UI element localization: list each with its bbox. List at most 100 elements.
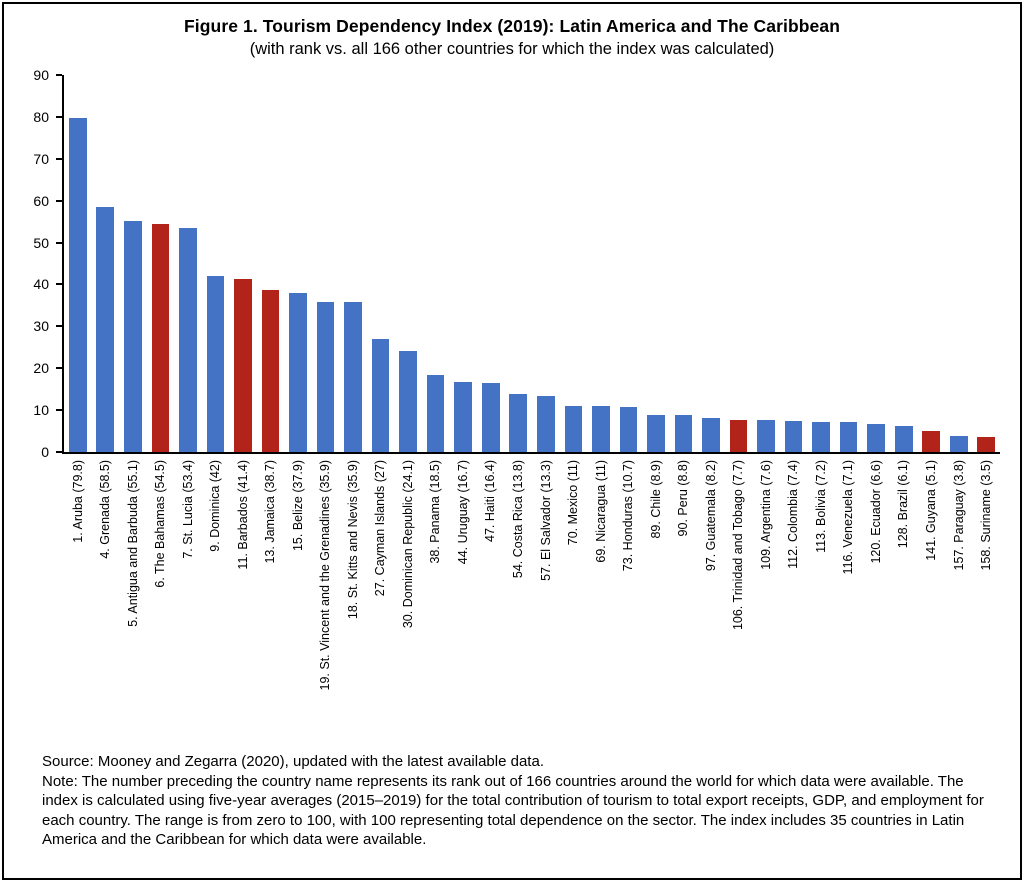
bar-column [752, 75, 780, 452]
y-tick-mark [56, 199, 62, 202]
bar-column [973, 75, 1001, 452]
bar [839, 422, 858, 452]
bar-column [807, 75, 835, 452]
bar-highlighted [234, 278, 252, 452]
x-axis-label: 15. Belize (37.9) [290, 460, 305, 552]
x-axis-label: 157. Paraguay (3.8) [951, 460, 966, 571]
bar-column [422, 75, 450, 452]
y-tick-label: 60 [33, 192, 49, 209]
bar-column [835, 75, 863, 452]
bar-column [780, 75, 808, 452]
x-axis-label: 106. Trinidad and Tobago (7.7) [731, 460, 746, 631]
y-tick-mark [56, 241, 62, 244]
x-axis-label: 141. Guyana (5.1) [923, 460, 938, 561]
y-tick-label: 90 [33, 67, 49, 83]
bar-column [532, 75, 560, 452]
bar [371, 338, 390, 452]
x-axis-label: 38. Panama (18.5) [428, 460, 443, 564]
y-tick-label: 40 [33, 276, 49, 293]
bar-column [202, 75, 230, 452]
bar [96, 206, 115, 452]
x-axis-label: 44. Uruguay (16.7) [455, 460, 470, 565]
bar [344, 301, 362, 452]
bar [206, 276, 225, 452]
source-text: Source: Mooney and Zegarra (2020), updat… [42, 753, 544, 770]
y-tick-label: 20 [33, 360, 49, 377]
x-axis-label: 13. Jamaica (38.7) [263, 460, 278, 564]
x-axis-label: 11. Barbados (41.4) [235, 460, 250, 570]
bar [757, 420, 775, 452]
x-axis-label: 69. Nicaragua (11) [593, 460, 608, 563]
bar-column [174, 75, 202, 452]
y-tick-mark [56, 451, 62, 453]
bar-column [284, 75, 312, 452]
x-axis-label: 73. Honduras (10.7) [621, 460, 636, 572]
bar [647, 414, 665, 452]
x-axis-label: 4. Grenada (58.5) [98, 460, 113, 559]
y-tick-label: 80 [33, 108, 49, 125]
bar [124, 221, 142, 452]
bar [68, 117, 87, 452]
bar-column [394, 75, 422, 452]
bar-column [147, 75, 175, 452]
x-axis-label: 120. Ecuador (6.6) [868, 460, 883, 564]
x-axis-label: 5. Antigua and Barbuda (55.1) [125, 460, 140, 627]
bar-column [945, 75, 973, 452]
y-tick-label: 50 [33, 234, 49, 251]
bar-chart: 0 10 20 30 40 50 60 70 80 90 1. Aruba (79.8) 4. Gr… [14, 68, 1001, 748]
bar-highlighted [729, 419, 748, 452]
x-axis-label: 19. St. Vincent and the Grenadines (35.9… [318, 460, 333, 691]
bar-column [92, 75, 120, 452]
bar-column [64, 75, 92, 452]
x-axis-label: 89. Chile (8.9) [648, 460, 663, 539]
x-axis-label: 57. El Salvador (13.3) [538, 460, 553, 581]
bar-column [560, 75, 588, 452]
x-axis-label: 9. Dominica (42) [208, 460, 223, 552]
bar-column [615, 75, 643, 452]
x-axis-label: 116. Venezuela (7.1) [841, 460, 856, 575]
bar-column [339, 75, 367, 452]
bar [509, 394, 528, 452]
y-tick-mark [56, 325, 62, 328]
bar [481, 383, 500, 452]
bar-highlighted [977, 437, 996, 452]
bar-column [229, 75, 257, 452]
bar-column [587, 75, 615, 452]
bar-column [890, 75, 918, 452]
bar [592, 405, 610, 452]
bar [619, 407, 638, 452]
y-tick-mark [56, 74, 62, 76]
x-axis-label: 112. Colombia (7.4) [786, 460, 801, 569]
bar-highlighted [151, 223, 170, 452]
bar-column [449, 75, 477, 452]
note-text: Note: The number preceding the country n… [42, 772, 984, 849]
chart-title: Figure 1. Tourism Dependency Index (2019… [183, 16, 841, 36]
bar-column [367, 75, 395, 452]
bar-column [670, 75, 698, 452]
x-axis-label: 158. Suriname (3.5) [979, 460, 994, 571]
bar-highlighted [261, 289, 280, 452]
chart-subtitle: (with rank vs. all 166 other countries f… [249, 40, 775, 58]
bar-column [725, 75, 753, 452]
bar-column [917, 75, 945, 452]
bar [812, 421, 830, 452]
x-axis-label: 47. Haiti (16.4) [483, 460, 498, 542]
bar [316, 301, 335, 452]
bar-column [257, 75, 285, 452]
bar [894, 426, 913, 452]
y-axis: 0 10 20 30 40 50 60 70 80 90 [14, 68, 62, 459]
bar-column [119, 75, 147, 452]
bar [426, 374, 445, 452]
x-axis-label: 70. Mexico (11) [566, 460, 581, 546]
y-tick-label: 70 [33, 150, 49, 167]
x-axis-label: 7. St. Lucia (53.4) [180, 460, 195, 559]
x-axis-labels: 1. Aruba (79.8) 4. Grenada (58.5) 5. Antig… [64, 454, 1000, 748]
x-axis-label: 90. Peru (8.8) [676, 460, 691, 537]
x-axis-label: 54. Costa Rica (13.8) [511, 460, 526, 579]
bar-column [697, 75, 725, 452]
x-axis-label: 30. Dominican Republic (24.1) [400, 460, 415, 629]
bar-column [862, 75, 890, 452]
bar-column [477, 75, 505, 452]
x-axis-label: 18. St. Kitts and Nevis (35.9) [345, 460, 360, 620]
